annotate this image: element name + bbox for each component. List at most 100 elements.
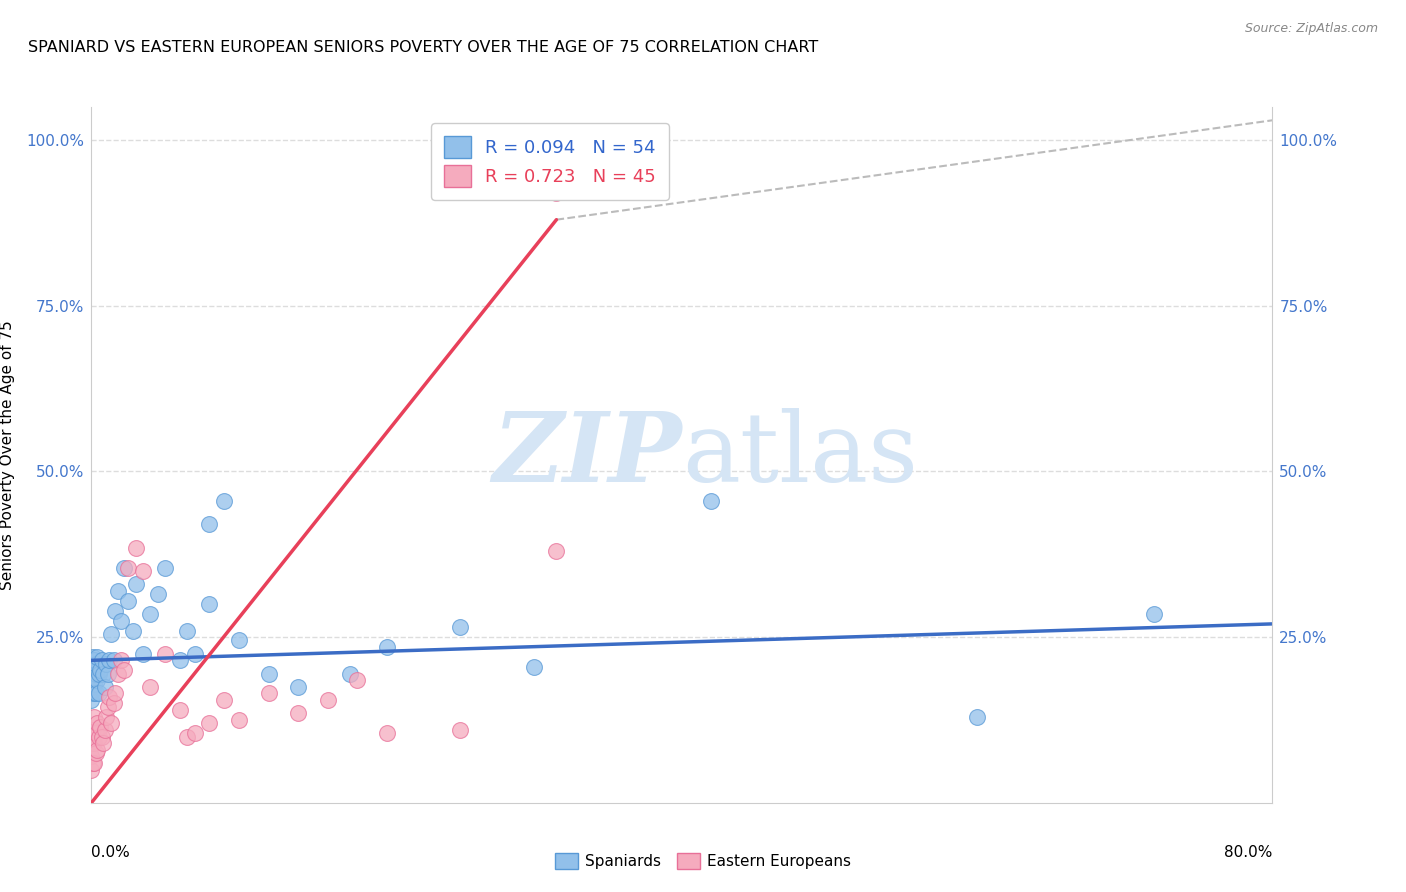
Point xyxy=(183,647,207,661)
Point xyxy=(86,716,108,731)
Point xyxy=(139,680,162,694)
Legend: Spaniards, Eastern Europeans: Spaniards, Eastern Europeans xyxy=(548,847,858,875)
Point xyxy=(117,560,139,574)
Point xyxy=(228,633,250,648)
Point xyxy=(100,627,122,641)
Point xyxy=(346,673,368,688)
Point xyxy=(546,544,568,558)
Point xyxy=(96,657,118,671)
Point xyxy=(450,620,472,634)
Point xyxy=(82,670,104,684)
Point xyxy=(103,653,125,667)
Point xyxy=(82,683,104,698)
Point xyxy=(153,560,177,574)
Point xyxy=(98,653,121,667)
Point xyxy=(176,730,198,744)
Text: ZIP: ZIP xyxy=(492,408,682,502)
Point xyxy=(132,564,155,578)
Y-axis label: Seniors Poverty Over the Age of 75: Seniors Poverty Over the Age of 75 xyxy=(0,320,15,590)
Point xyxy=(91,666,114,681)
Point xyxy=(86,650,108,665)
Point xyxy=(87,686,110,700)
Point xyxy=(91,736,114,750)
Point xyxy=(257,686,280,700)
Point xyxy=(87,666,110,681)
Point xyxy=(339,666,361,681)
Point xyxy=(132,647,155,661)
Point xyxy=(80,763,103,777)
Point xyxy=(82,756,104,770)
Point xyxy=(89,720,111,734)
Point xyxy=(104,604,127,618)
Point xyxy=(98,690,121,704)
Point xyxy=(80,749,103,764)
Point xyxy=(83,676,105,690)
Text: Source: ZipAtlas.com: Source: ZipAtlas.com xyxy=(1244,22,1378,36)
Point xyxy=(83,756,105,770)
Point xyxy=(966,709,988,723)
Point xyxy=(84,686,107,700)
Point xyxy=(287,706,309,721)
Point xyxy=(80,686,103,700)
Point xyxy=(1143,607,1166,621)
Point xyxy=(80,680,103,694)
Point xyxy=(104,686,127,700)
Point xyxy=(110,653,132,667)
Point xyxy=(97,699,120,714)
Point xyxy=(375,726,398,740)
Text: 80.0%: 80.0% xyxy=(1225,845,1272,860)
Point xyxy=(90,653,112,667)
Point xyxy=(110,614,132,628)
Point xyxy=(124,541,148,555)
Point xyxy=(546,186,568,201)
Point xyxy=(176,624,198,638)
Point xyxy=(287,680,309,694)
Text: 0.0%: 0.0% xyxy=(91,845,131,860)
Point xyxy=(112,663,135,677)
Point xyxy=(84,746,107,760)
Point xyxy=(87,730,110,744)
Point xyxy=(523,660,546,674)
Point xyxy=(198,597,221,611)
Point xyxy=(82,650,104,665)
Point xyxy=(107,583,129,598)
Point xyxy=(84,657,107,671)
Text: SPANIARD VS EASTERN EUROPEAN SENIORS POVERTY OVER THE AGE OF 75 CORRELATION CHAR: SPANIARD VS EASTERN EUROPEAN SENIORS POV… xyxy=(28,40,818,55)
Legend: R = 0.094   N = 54, R = 0.723   N = 45: R = 0.094 N = 54, R = 0.723 N = 45 xyxy=(432,123,669,200)
Point xyxy=(83,736,105,750)
Point xyxy=(89,663,111,677)
Point xyxy=(153,647,177,661)
Point xyxy=(700,494,723,508)
Point xyxy=(83,663,105,677)
Point xyxy=(139,607,162,621)
Point xyxy=(375,640,398,654)
Point xyxy=(96,709,118,723)
Point xyxy=(450,723,472,737)
Point xyxy=(228,713,250,727)
Point xyxy=(112,560,135,574)
Point xyxy=(86,743,108,757)
Point xyxy=(82,660,104,674)
Text: atlas: atlas xyxy=(682,408,918,502)
Point xyxy=(82,736,104,750)
Point xyxy=(100,716,122,731)
Point xyxy=(183,726,207,740)
Point xyxy=(84,726,107,740)
Point xyxy=(83,686,105,700)
Point xyxy=(83,709,105,723)
Point xyxy=(84,666,107,681)
Point xyxy=(97,666,120,681)
Point xyxy=(169,703,191,717)
Point xyxy=(107,666,129,681)
Point xyxy=(90,730,112,744)
Point xyxy=(214,693,236,707)
Point xyxy=(146,587,169,601)
Point xyxy=(169,653,191,667)
Point xyxy=(214,494,236,508)
Point xyxy=(198,716,221,731)
Point xyxy=(257,666,280,681)
Point xyxy=(83,653,105,667)
Point xyxy=(93,680,115,694)
Point xyxy=(198,517,221,532)
Point xyxy=(316,693,339,707)
